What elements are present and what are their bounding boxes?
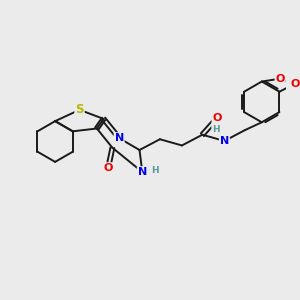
Text: O: O [103,163,113,173]
Text: O: O [275,74,285,84]
Text: H: H [151,166,159,175]
Text: O: O [212,113,222,123]
Text: O: O [290,79,300,89]
Text: S: S [75,103,84,116]
Text: N: N [220,136,229,146]
Text: N: N [115,133,124,143]
Text: N: N [138,167,147,177]
Text: H: H [212,124,220,134]
